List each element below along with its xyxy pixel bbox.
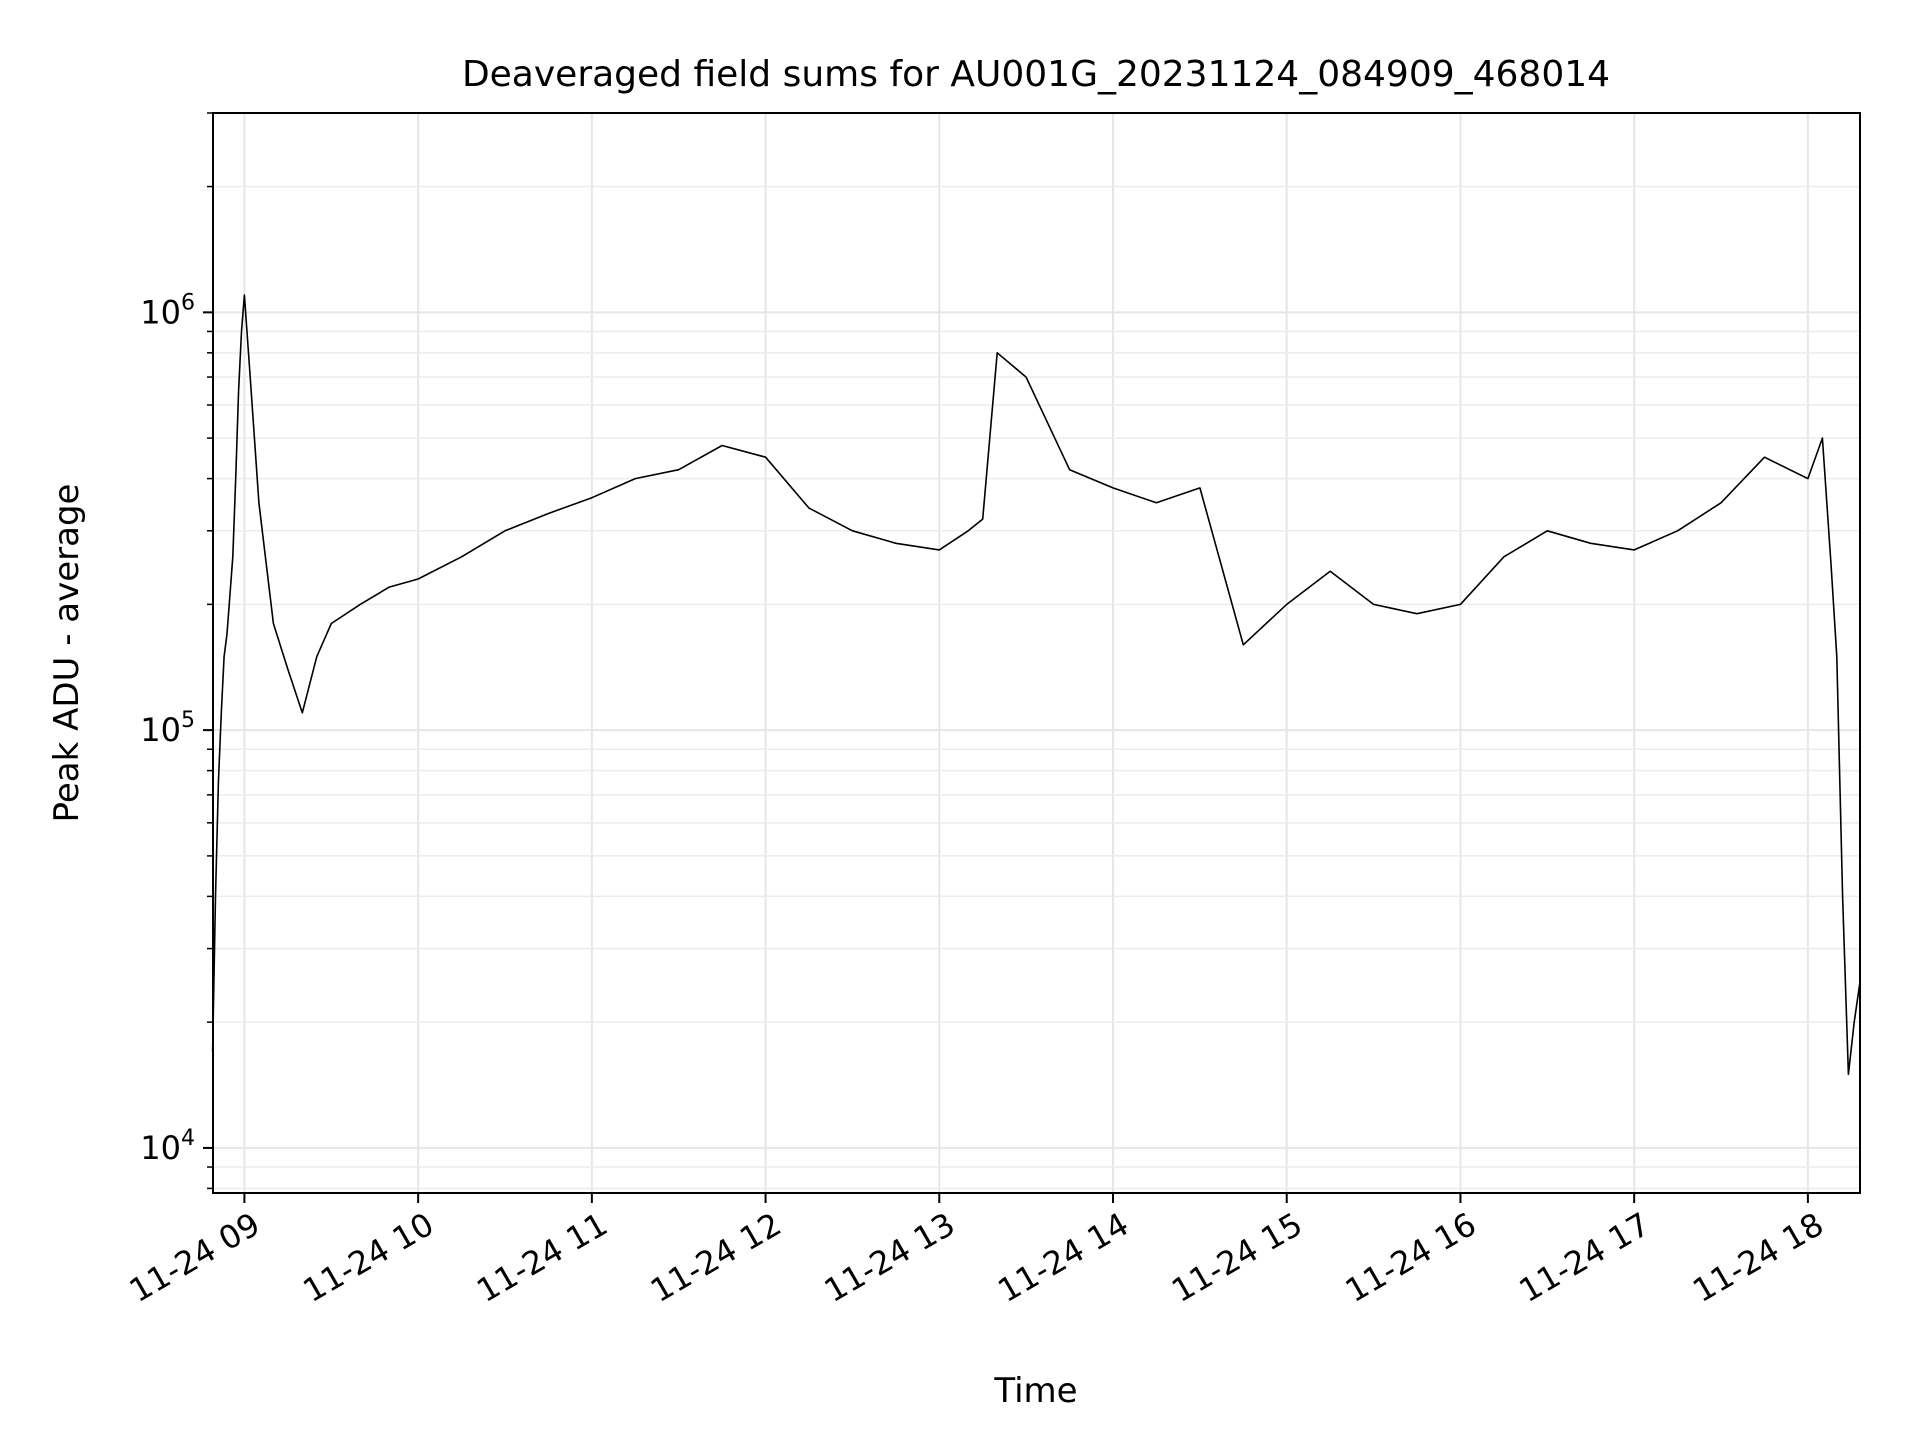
- plot-frame: [212, 112, 1861, 1194]
- y-axis-label: Peak ADU - average: [47, 484, 87, 823]
- y-tick-label: 104: [140, 1126, 195, 1167]
- x-axis-label: Time: [993, 1371, 1077, 1411]
- grid-layer: [213, 112, 1860, 1193]
- series-layer: [211, 294, 1861, 1076]
- series-line: [211, 294, 1861, 1076]
- y-tick-label: 105: [140, 708, 195, 749]
- chart-title: Deaveraged field sums for AU001G_2023112…: [462, 54, 1610, 95]
- y-tick-label: 106: [140, 290, 195, 331]
